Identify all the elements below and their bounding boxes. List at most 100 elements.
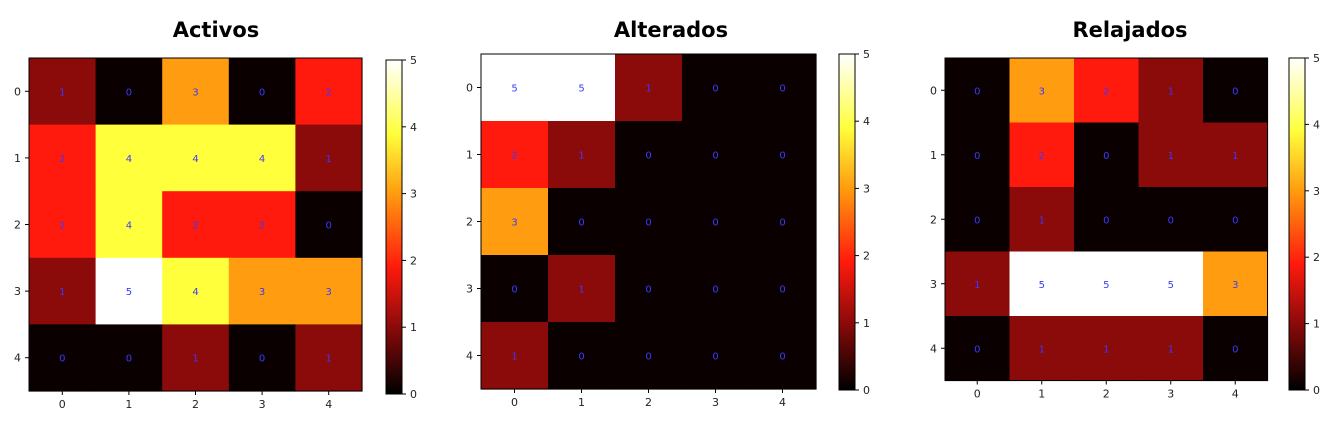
x-tick-label: 2 [645,396,652,409]
chart-title: Alterados [613,18,729,42]
heatmap-cell [945,122,1011,188]
heatmap-cell [548,322,616,390]
cell-value-label: 2 [59,221,65,232]
cell-value-label: 0 [974,344,980,355]
cell-value-label: 3 [1232,280,1238,291]
heatmap-cell [682,54,750,122]
chart-title: Relajados [1072,18,1188,42]
heatmap-cell [29,191,97,259]
colorbar [385,59,403,395]
cell-value-label: 3 [259,287,265,298]
y-tick-label: 4 [930,342,937,355]
heatmap-cell [1009,187,1075,253]
cell-value-label: 0 [974,86,980,97]
cell-value-label: 4 [126,154,132,165]
colorbar-tick-label: 4 [1313,118,1320,131]
heatmap-cell [615,188,683,256]
colorbar-tick-label: 1 [1313,318,1320,331]
cell-value-label: 0 [645,352,651,363]
colorbar-tick-label: 5 [1313,52,1320,65]
x-tick-label: 1 [125,398,132,411]
heatmap-cell [1203,251,1269,317]
cell-value-label: 0 [712,151,718,162]
y-tick-label: 4 [14,352,21,365]
x-tick-label: 4 [1232,388,1239,401]
heatmap-cell [228,257,296,325]
heatmap-cell [548,255,616,323]
cell-value-label: 3 [1039,86,1045,97]
heatmap-cell [29,124,97,192]
cell-value-label: 5 [126,287,132,298]
x-tick-label: 1 [1038,388,1045,401]
heatmap-cell [1009,58,1075,124]
cell-value-label: 2 [326,87,332,98]
heatmap-cell [945,251,1011,317]
cell-value-label: 0 [1168,215,1174,226]
heatmap-cell [295,58,363,126]
heatmap-cell [1203,316,1269,382]
colorbar-tick-label: 5 [863,48,870,61]
y-tick-label: 0 [14,85,21,98]
colorbar-tick-label: 2 [410,254,417,267]
heatmap-cell [749,121,817,189]
heatmap-cell [481,322,549,390]
cell-value-label: 0 [511,285,517,296]
heatmap-cell [228,124,296,192]
cell-value-label: 2 [511,151,517,162]
heatmap-cell [1074,251,1140,317]
cell-value-label: 0 [645,151,651,162]
cell-value-label: 1 [59,87,65,98]
y-tick-label: 1 [14,152,21,165]
y-tick-label: 0 [930,84,937,97]
heatmap-cell [682,188,750,256]
heatmap-cell [682,121,750,189]
heatmap-cell [481,54,549,122]
cell-value-label: 1 [326,154,332,165]
cell-value-label: 0 [974,151,980,162]
cell-value-label: 0 [712,84,718,95]
cell-value-label: 0 [779,285,785,296]
heatmap-cell [1203,122,1269,188]
heatmap-cell [95,257,163,325]
heatmap-cell [481,255,549,323]
heatmap-cell [945,316,1011,382]
heatmap-cell [228,191,296,259]
cell-value-label: 3 [326,287,332,298]
heatmap-cell [1009,316,1075,382]
heatmap-cell [295,257,363,325]
cell-value-label: 1 [59,287,65,298]
colorbar-tick-label: 0 [863,384,870,397]
heatmap-cell [1138,251,1204,317]
heatmap-cell [1074,316,1140,382]
cell-value-label: 4 [192,287,198,298]
cell-value-label: 1 [1168,344,1174,355]
heatmap-cell [1009,122,1075,188]
heatmap-cell [162,257,230,325]
heatmap-cell [95,124,163,192]
y-tick-label: 1 [466,149,473,162]
heatmap-cell [95,191,163,259]
cell-value-label: 0 [578,218,584,229]
heatmap-cell [481,188,549,256]
heatmap-cell [295,191,363,259]
panel-alterados: Alterados 5 5 1 0 0 2 1 0 0 0 3 0 0 0 0 0 1 0 0 0 1 0 0 0 0 0 1 2 3 4… [448,0,888,436]
cell-value-label: 0 [712,352,718,363]
cell-value-label: 1 [192,354,198,365]
cell-value-label: 0 [779,151,785,162]
y-tick-label: 2 [14,219,21,232]
colorbar-tick-label: 1 [863,317,870,330]
heatmap-cell [1074,58,1140,124]
cell-value-label: 0 [578,352,584,363]
heatmap-alterados: 5 5 1 0 0 2 1 0 0 0 3 0 0 0 0 0 1 0 0 0 1 0 0 0 0 0 1 2 3 4 0 1 2 3 4 0 1 2 3 4… [466,48,870,409]
cell-value-label: 0 [126,87,132,98]
heatmap-cell [162,58,230,126]
heatmap-cell [228,324,296,392]
heatmap-cell [749,54,817,122]
heatmap-cell [95,58,163,126]
heatmap-cell [295,324,363,392]
cell-value-label: 1 [1232,151,1238,162]
cell-value-label: 5 [1168,280,1174,291]
heatmap-cell [29,257,97,325]
cell-value-label: 0 [126,354,132,365]
colorbar-tick-label: 4 [410,121,417,134]
